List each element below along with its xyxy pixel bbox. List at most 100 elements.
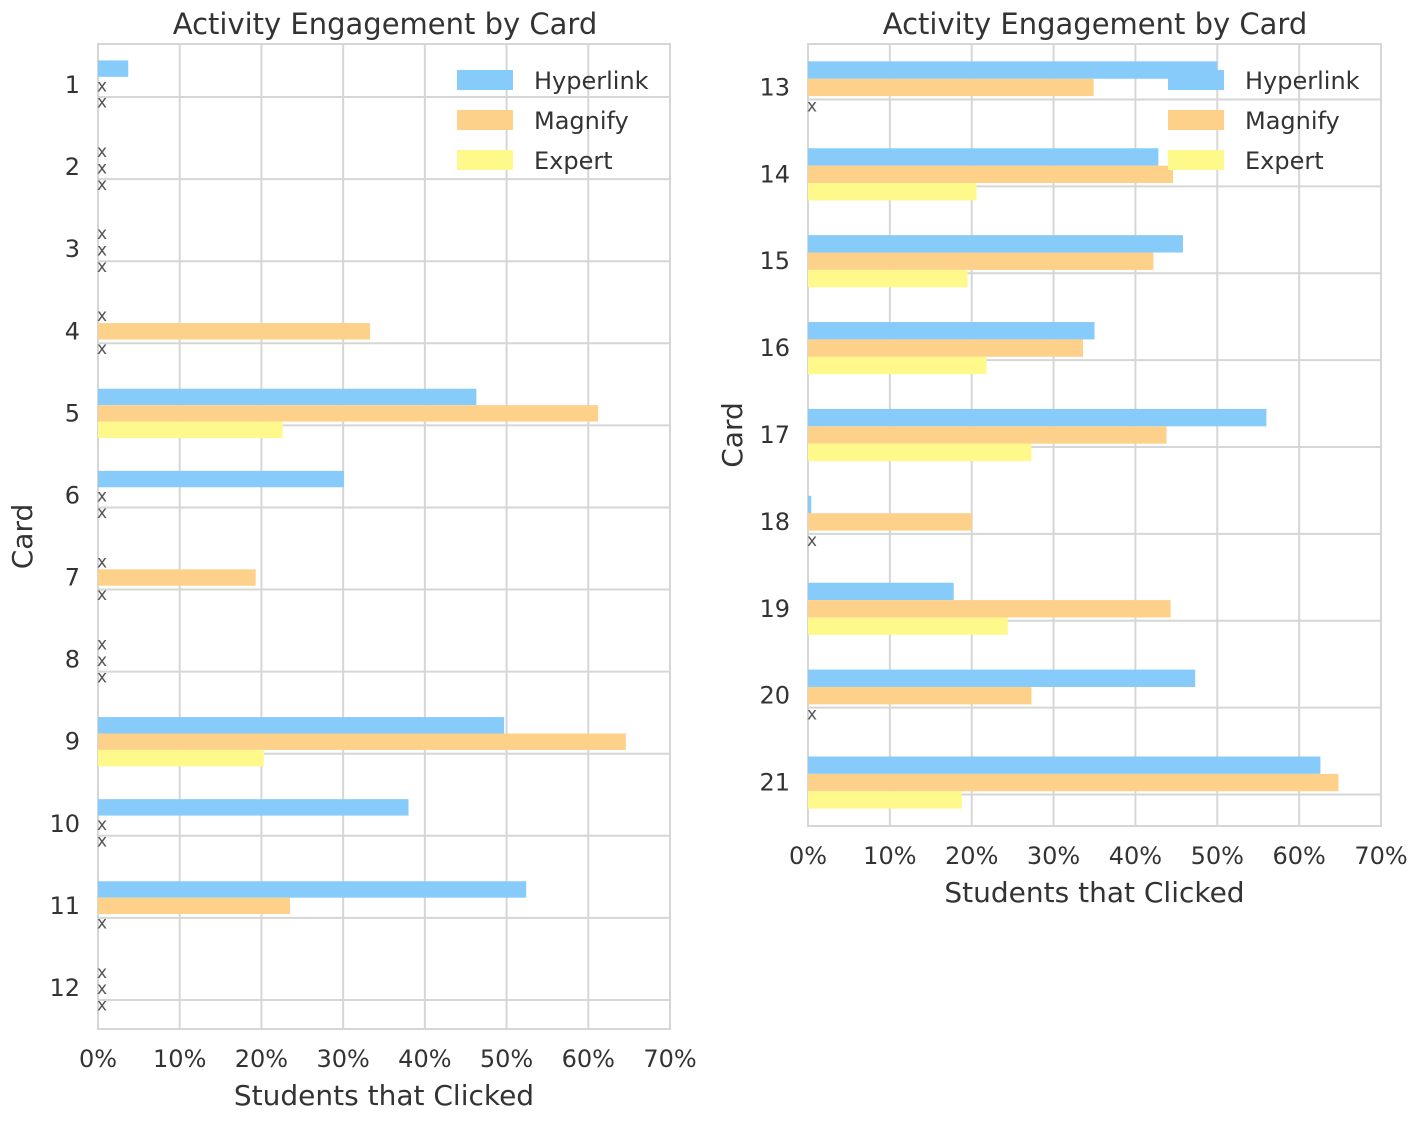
x-tick-label: 30% [1027, 842, 1080, 870]
zero-marker-expert: x [97, 585, 107, 605]
y-tick-label: 2 [65, 153, 80, 181]
bar-hyperlink [98, 60, 129, 77]
zero-marker-hyperlink: x [97, 142, 107, 162]
legend-label-hyperlink: Hyperlink [1245, 67, 1360, 95]
bar-hyperlink [98, 388, 477, 406]
x-tick-label: 50% [480, 1045, 533, 1073]
x-axis-label: Students that Clicked [234, 1079, 534, 1112]
x-tick-label: 60% [1272, 842, 1325, 870]
y-tick-label: 6 [65, 481, 80, 509]
y-tick-label: 9 [65, 728, 80, 756]
y-tick-label: 21 [759, 769, 790, 797]
zero-marker-expert: x [807, 531, 817, 551]
zero-marker-expert: x [97, 831, 107, 851]
y-tick-label: 16 [759, 334, 790, 362]
bar-hyperlink [98, 799, 409, 816]
y-tick-label: 1 [65, 71, 80, 99]
zero-marker-magnify: x [97, 815, 107, 835]
zero-marker-expert: x [97, 175, 107, 195]
bar-hyperlink [98, 470, 344, 488]
zero-marker-hyperlink: x [97, 552, 107, 572]
x-tick-label: 10% [153, 1045, 206, 1073]
bar-magnify [98, 733, 626, 750]
x-tick-label: 60% [562, 1045, 615, 1073]
bar-expert [808, 617, 1008, 635]
y-tick-label: 18 [759, 508, 790, 536]
zero-marker-expert: x [97, 667, 107, 687]
legend-label-magnify: Magnify [534, 107, 629, 135]
y-tick-label: 4 [65, 317, 80, 345]
zero-marker-magnify: x [97, 76, 107, 96]
x-tick-label: 70% [643, 1045, 696, 1073]
x-tick-label: 10% [863, 842, 916, 870]
y-tick-label: 10 [49, 810, 80, 838]
y-tick-label: 5 [65, 399, 80, 427]
bar-hyperlink [808, 322, 1095, 340]
chart-panel-right: 0% 10% 20% 30% 40% 50% 60% 70% 13 x 14 15 16 17 18 x 19 2… [716, 7, 1408, 909]
zero-marker-expert: x [807, 705, 817, 725]
zero-marker-magnify: x [97, 240, 107, 260]
bar-magnify [808, 600, 1171, 618]
bar-magnify [808, 165, 1174, 184]
y-axis-label: Card [6, 504, 39, 570]
bar-hyperlink [808, 495, 812, 514]
x-tick-label: 70% [1354, 842, 1407, 870]
x-axis-label: Students that Clicked [944, 876, 1244, 909]
bar-expert [98, 421, 283, 438]
zero-marker-magnify: x [97, 979, 107, 999]
x-tick-label: 40% [1109, 842, 1162, 870]
bar-magnify [98, 405, 599, 422]
bar-magnify [808, 773, 1339, 792]
legend-swatch-magnify [1168, 110, 1224, 130]
legend-label-hyperlink: Hyperlink [534, 67, 649, 95]
bar-magnify [808, 78, 1094, 97]
y-tick-label: 17 [759, 421, 790, 449]
y-axis-label: Card [716, 402, 749, 468]
x-tick-label: 0% [789, 842, 827, 870]
x-tick-label: 40% [398, 1045, 451, 1073]
x-tick-label: 30% [316, 1045, 369, 1073]
bar-magnify [98, 323, 371, 340]
legend-label-expert: Expert [1245, 147, 1324, 175]
bar-hyperlink [808, 669, 1196, 687]
bar-magnify [98, 897, 291, 915]
bar-magnify [808, 686, 1032, 705]
x-tick-label: 50% [1191, 842, 1244, 870]
bar-expert [808, 791, 962, 809]
bar-hyperlink [808, 582, 954, 601]
bar-magnify [808, 252, 1154, 270]
bar-expert [808, 356, 987, 375]
x-tick-label: 0% [79, 1045, 117, 1073]
zero-marker-expert: x [97, 914, 107, 934]
zero-marker-magnify: x [97, 487, 107, 507]
zero-marker-hyperlink: x [97, 224, 107, 244]
bar-hyperlink [98, 717, 505, 734]
legend-label-expert: Expert [534, 147, 613, 175]
chart-title: Activity Engagement by Card [173, 7, 598, 41]
x-tick-label: 20% [945, 842, 998, 870]
bar-magnify [808, 513, 972, 531]
zero-marker-expert: x [97, 339, 107, 359]
zero-marker-magnify: x [97, 651, 107, 671]
y-tick-label: 19 [759, 595, 790, 623]
legend-swatch-expert [457, 150, 513, 170]
legend-swatch-magnify [457, 110, 513, 130]
x-tick-label: 20% [235, 1045, 288, 1073]
bar-expert [808, 443, 1032, 462]
y-tick-label: 8 [65, 646, 80, 674]
legend-label-magnify: Magnify [1245, 107, 1340, 135]
bar-hyperlink [98, 881, 527, 898]
zero-marker-expert: x [97, 257, 107, 277]
zero-marker-hyperlink: x [97, 963, 107, 983]
zero-marker-expert: x [97, 996, 107, 1016]
bar-expert [98, 749, 264, 767]
zero-marker-expert: x [97, 93, 107, 113]
bar-magnify [808, 426, 1167, 444]
zero-marker-expert: x [97, 503, 107, 523]
y-tick-label: 12 [49, 974, 80, 1002]
bar-hyperlink [808, 235, 1183, 253]
y-tick-label: 11 [49, 892, 80, 920]
bar-magnify [808, 339, 1084, 357]
